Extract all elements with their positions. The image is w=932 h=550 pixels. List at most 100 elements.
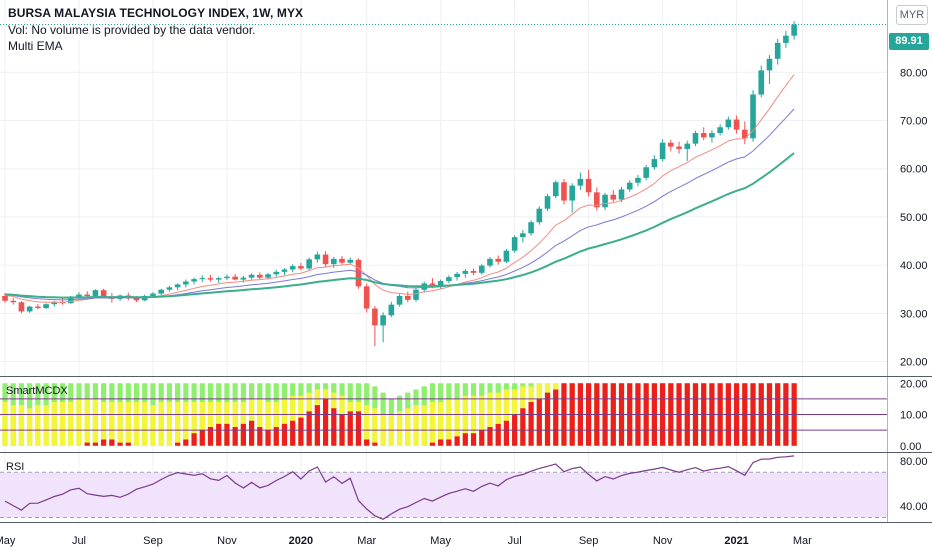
mcdx-bar-red [438, 439, 444, 446]
candle-body [577, 178, 584, 186]
candle-body [413, 289, 419, 300]
mcdx-bar-red [199, 430, 205, 446]
candle-body [446, 277, 452, 282]
mcdx-bar-yellow [232, 402, 238, 446]
candle-body [26, 306, 33, 312]
ema-mid-line [4, 108, 795, 301]
time-axis-label: Mar [357, 535, 376, 547]
mcdx-bar-red [454, 436, 460, 446]
mcdx-bar-yellow [413, 405, 419, 446]
candle-body [429, 283, 436, 286]
candle-body [684, 143, 691, 149]
mcdx-bar-red [273, 427, 279, 446]
mcdx-bar-yellow [257, 398, 263, 446]
mcdx-bar-yellow [133, 402, 140, 446]
mcdx-bar-red [298, 417, 304, 446]
mcdx-bar-red [290, 420, 296, 446]
mcdx-bar-yellow [76, 398, 82, 446]
mcdx-bar-yellow [101, 402, 107, 446]
mcdx-bar-red [528, 402, 534, 446]
candle-body [791, 24, 797, 36]
rsi-axis-label: 40.00 [900, 501, 928, 513]
rsi-label[interactable]: RSI [6, 461, 25, 473]
price-axis-label: 80.00 [900, 67, 928, 79]
multi-ema-label[interactable]: Multi EMA [8, 39, 63, 53]
ema-slow-line [4, 152, 795, 299]
mcdx-bar-yellow [364, 405, 370, 446]
candle-body [76, 294, 82, 297]
mcdx-bar-red [446, 439, 452, 446]
candle-body [257, 274, 263, 278]
price-axis-label: 20.00 [900, 357, 928, 369]
currency-button[interactable]: MYR [896, 5, 928, 25]
mcdx-bar-yellow [191, 402, 197, 446]
mcdx-bar-yellow [68, 402, 74, 446]
mcdx-bar-yellow [175, 402, 181, 446]
time-axis-label: 2021 [724, 535, 748, 547]
mcdx-bar-red [249, 420, 255, 446]
mcdx-bar-yellow [183, 402, 189, 446]
mcdx-bar-red [125, 442, 131, 446]
time-axis-label: May [0, 535, 16, 547]
price-axis-label: 50.00 [900, 212, 928, 224]
candle-body [470, 270, 477, 273]
candle-body [35, 306, 41, 309]
candle-body [306, 259, 312, 269]
candle-body [668, 142, 674, 147]
price-axis-label: 40.00 [900, 260, 928, 272]
price-axis: 20.00 30.00 40.00 50.00 60.00 70.00 80.00 0.00 1… [900, 67, 928, 513]
mcdx-bar-yellow [487, 392, 493, 446]
mcdx-bar-yellow [454, 398, 460, 446]
mcdx-bar-red [355, 411, 362, 446]
mcdx-bar-red [109, 439, 115, 446]
mcdx-bar-red [544, 392, 551, 446]
candle-body [150, 293, 156, 296]
mcdx-bar-red [191, 433, 197, 446]
mcdx-bar-yellow [479, 395, 485, 446]
candle-body [289, 266, 296, 270]
candle-body [742, 129, 748, 139]
mcdx-bar-yellow [396, 411, 403, 446]
mcdx-bar-red [536, 398, 542, 446]
mcdx-bar-yellow [372, 408, 378, 446]
candle-body [339, 258, 345, 263]
candle-body [314, 254, 321, 260]
candle-body [585, 178, 592, 193]
candle-body [298, 266, 304, 269]
candle-body [215, 278, 222, 280]
mcdx-bar-red [175, 442, 181, 446]
mcdx-bar-yellow [59, 402, 66, 446]
mcdx-bar-yellow [150, 405, 156, 446]
mcdx-bar-red [372, 442, 378, 446]
candle-body [643, 167, 649, 178]
mcdx-bar-red [84, 442, 90, 446]
mcdx-bar-yellow [27, 408, 33, 446]
mcdx-bar-red [101, 439, 107, 446]
candle-body [750, 94, 756, 139]
candle-body [84, 294, 90, 296]
candle-body [783, 35, 789, 43]
candle-body [511, 237, 518, 251]
candle-body [240, 277, 247, 280]
candle-body [610, 194, 617, 200]
candle-body [544, 196, 551, 209]
volume-note: Vol: No volume is provided by the data v… [8, 23, 256, 37]
mcdx-bar-yellow [503, 389, 510, 446]
candle-body [700, 133, 707, 138]
time-axis-label: Jul [72, 535, 86, 547]
mcdx-bar-yellow [273, 402, 279, 446]
mcdx-bar-yellow [421, 405, 427, 446]
mcdx-bar-red [216, 423, 222, 446]
candle-body [569, 185, 575, 201]
candle-body [51, 301, 58, 305]
candle-body [232, 276, 238, 280]
candle-body [495, 258, 501, 262]
smartmcdx-label[interactable]: SmartMCDX [6, 385, 68, 397]
ema-lines [4, 74, 795, 303]
candle-body [396, 295, 403, 305]
candle-body [166, 287, 173, 290]
mcdx-bar-yellow [109, 402, 115, 446]
candle-body [626, 182, 633, 190]
mcdx-bar-red [503, 420, 510, 446]
candle-body [651, 159, 658, 168]
